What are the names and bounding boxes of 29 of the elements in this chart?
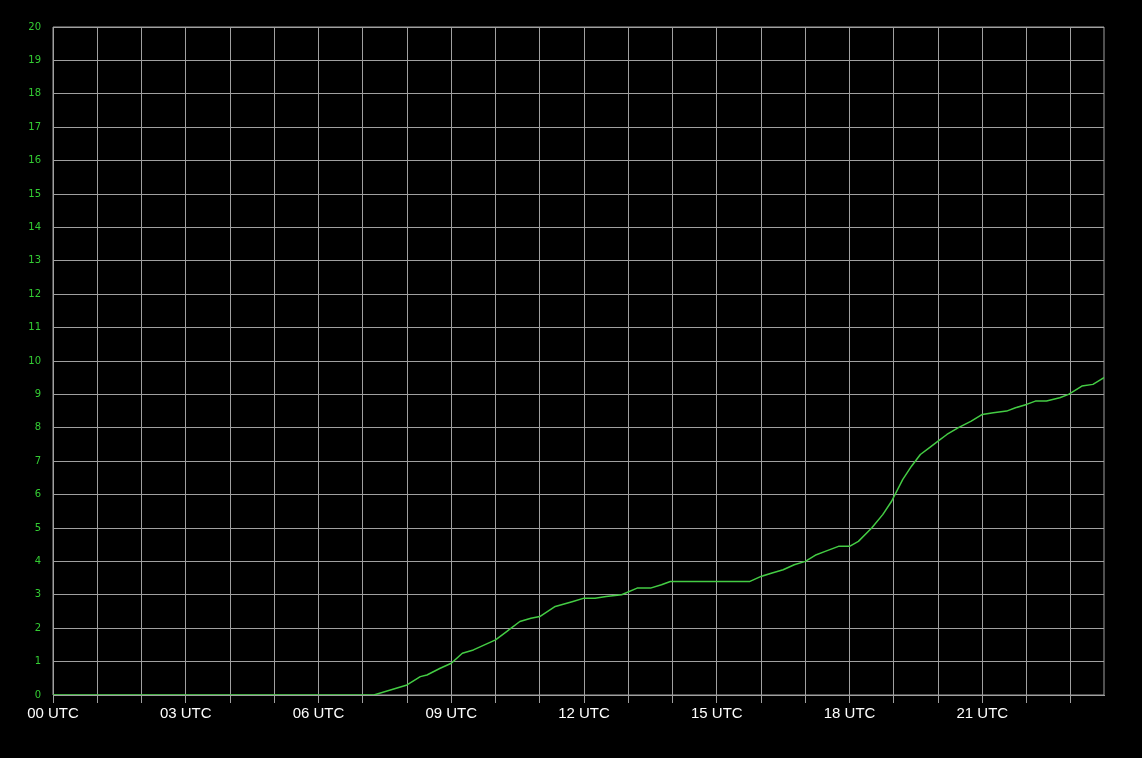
y-tick-label: 15 <box>28 187 41 199</box>
y-tick-label: 3 <box>34 588 41 600</box>
y-tick-label: 10 <box>28 354 41 366</box>
y-tick-label: 9 <box>34 387 41 399</box>
x-tick-label: 15 UTC <box>690 704 743 722</box>
y-tick-label: 0 <box>34 688 41 700</box>
y-tick-label: 11 <box>28 321 41 333</box>
y-tick-label: 1 <box>34 655 41 667</box>
y-tick-label: 5 <box>34 521 41 533</box>
y-tick-label: 19 <box>28 53 41 65</box>
y-tick-label: 4 <box>34 554 41 566</box>
y-tick-label: 16 <box>28 154 41 166</box>
y-tick-label: 20 <box>28 20 41 32</box>
y-tick-label: 6 <box>34 488 41 500</box>
y-tick-label: 8 <box>34 421 41 433</box>
y-tick-label: 14 <box>28 220 41 232</box>
x-tick-label: 06 UTC <box>292 704 345 722</box>
y-tick-label: 12 <box>28 287 41 299</box>
x-tick-label: 18 UTC <box>823 704 876 722</box>
y-tick-label: 18 <box>28 87 41 99</box>
y-tick-label: 13 <box>28 254 41 266</box>
x-tick-label: 00 UTC <box>27 704 79 722</box>
x-tick-label: 21 UTC <box>956 704 1009 722</box>
y-tick-label: 2 <box>34 621 41 633</box>
x-tick-label: 09 UTC <box>425 704 478 722</box>
x-tick-label: 03 UTC <box>159 704 212 722</box>
y-tick-label: 17 <box>28 120 41 132</box>
y-tick-label: 7 <box>34 454 41 466</box>
x-tick-label: 12 UTC <box>558 704 611 722</box>
